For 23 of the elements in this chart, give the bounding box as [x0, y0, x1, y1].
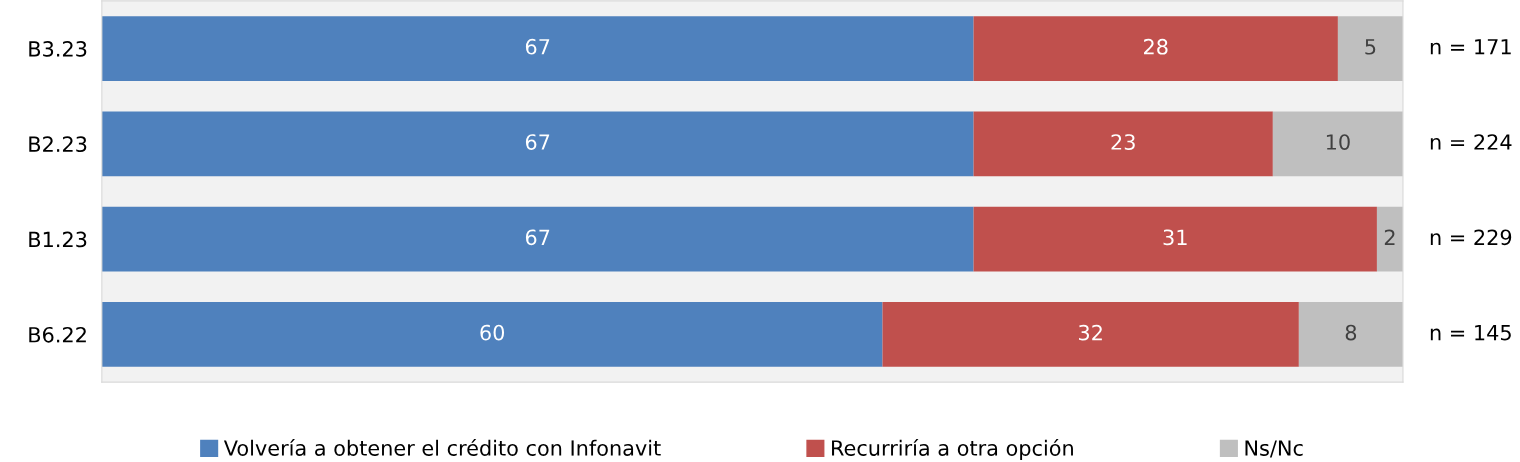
data-label: 67: [525, 134, 550, 150]
y-tick-label: B1.23: [29, 231, 87, 248]
text: n = 224: [1430, 134, 1512, 150]
data-label: 5: [1365, 39, 1376, 55]
data-label: 2: [1384, 229, 1395, 245]
data-label: 31: [1163, 229, 1187, 246]
y-tick-label: B3.23: [29, 41, 87, 57]
text: n = 171: [1430, 39, 1511, 55]
legend-label: Volvería a obtener el crédito con Infonavit: [223, 438, 661, 456]
data-label: 28: [1144, 38, 1168, 55]
y-tick-label: B6.22: [29, 326, 86, 343]
data-label: 8: [1345, 324, 1357, 341]
y-tick-label: B2.23: [29, 136, 87, 153]
text: n = 229: [1430, 229, 1512, 246]
data-label: 10: [1326, 134, 1350, 150]
text: n = 145: [1430, 324, 1511, 341]
legend-label: Ns/Nc: [1245, 440, 1303, 458]
data-label: 23: [1111, 134, 1135, 150]
data-label: 60: [480, 324, 505, 341]
legend-label: Recurriría a otra opción: [832, 438, 1073, 460]
data-label: 67: [525, 38, 550, 55]
data-label: 67: [525, 229, 550, 246]
data-label: 32: [1079, 324, 1102, 341]
